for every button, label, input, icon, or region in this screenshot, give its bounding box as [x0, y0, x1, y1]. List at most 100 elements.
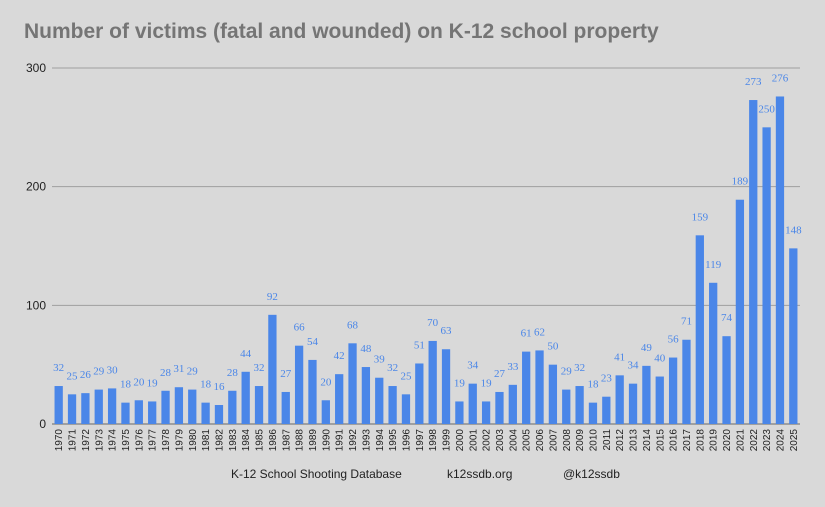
bar-2017	[682, 339, 691, 424]
data-label-1987: 27	[280, 368, 292, 380]
x-tick-label: 1996	[401, 429, 412, 452]
data-label-2019: 119	[705, 259, 722, 271]
y-tick-label: 0	[39, 417, 46, 431]
data-label-2003: 27	[494, 368, 506, 380]
bar-2022	[749, 100, 758, 424]
x-tick-label: 1985	[255, 429, 266, 452]
x-tick-label: 2006	[535, 429, 546, 452]
x-tick-label: 2012	[615, 429, 626, 452]
footer-source-text: K-12 School Shooting Database	[231, 467, 402, 481]
data-label-2010: 18	[587, 379, 599, 391]
x-tick-label: 2008	[562, 429, 573, 452]
bar-1987	[281, 391, 290, 424]
data-label-2013: 34	[628, 360, 640, 372]
x-tick-label: 2011	[602, 429, 613, 451]
x-tick-label: 1997	[415, 429, 426, 452]
footer-site-text: k12ssdb.org	[447, 467, 513, 481]
bar-2013	[628, 383, 638, 424]
x-tick-label: 2018	[695, 429, 706, 452]
bar-2014	[642, 365, 651, 424]
data-label-1980: 29	[187, 366, 199, 378]
x-tick-label: 1990	[321, 429, 332, 452]
data-label-1976: 20	[133, 376, 145, 388]
x-tick-label: 1983	[228, 429, 239, 452]
x-tick-label: 2005	[522, 429, 533, 452]
bar-1982	[214, 405, 224, 424]
x-tick-label: 2014	[642, 429, 653, 452]
data-label-2021: 189	[732, 176, 749, 188]
bar-2019	[709, 282, 718, 424]
data-label-2009: 32	[574, 362, 585, 374]
data-label-2018: 159	[692, 211, 709, 223]
y-tick-label: 300	[26, 61, 46, 75]
x-tick-label: 2010	[588, 429, 599, 452]
bar-1996	[401, 394, 411, 424]
bar-2008	[562, 389, 571, 424]
x-tick-label: 1978	[161, 429, 172, 452]
x-tick-label: 1984	[241, 429, 252, 452]
x-tick-label: 1973	[94, 429, 105, 452]
x-tick-label: 2016	[669, 429, 680, 452]
x-tick-label: 1989	[308, 429, 319, 452]
data-label-2007: 50	[547, 341, 559, 353]
data-label-1989: 54	[307, 336, 319, 348]
x-tick-label: 2021	[735, 429, 746, 452]
x-tick-label: 2007	[548, 429, 559, 452]
x-tick-label: 1970	[54, 429, 65, 452]
data-label-1985: 32	[254, 362, 265, 374]
x-tick-label: 1975	[121, 429, 132, 452]
bar-1986	[268, 314, 277, 424]
data-label-1977: 19	[147, 377, 159, 389]
bar-1999	[441, 349, 451, 424]
bar-2024	[775, 96, 785, 424]
footer-handle-text: @k12ssdb	[563, 467, 620, 481]
x-tick-label: 1998	[428, 429, 439, 452]
bar-1970	[54, 386, 63, 424]
data-label-1972: 26	[80, 369, 92, 381]
data-label-2006: 62	[534, 326, 545, 338]
bar-1990	[321, 400, 330, 424]
data-label-1996: 25	[400, 370, 412, 382]
data-label-1971: 25	[67, 370, 79, 382]
x-tick-label: 1980	[188, 429, 199, 452]
data-label-2014: 49	[641, 342, 653, 354]
data-label-2001: 34	[467, 360, 479, 372]
y-axis-tick-labels: 0 100 200 300	[26, 61, 46, 431]
data-label-1973: 29	[93, 366, 105, 378]
x-tick-label: 2002	[482, 429, 493, 452]
bar-1971	[67, 394, 77, 424]
x-tick-label: 2013	[629, 429, 640, 452]
bar-1991	[335, 374, 344, 424]
x-tick-label: 2022	[749, 429, 760, 452]
bar-2021	[735, 199, 745, 424]
bar-2004	[508, 384, 517, 424]
bar-2020	[722, 336, 731, 424]
bar-2005	[522, 351, 531, 424]
x-tick-label: 2000	[455, 429, 466, 452]
bar-1977	[148, 401, 157, 424]
data-label-2025: 148	[785, 224, 802, 236]
x-tick-label: 2017	[682, 429, 693, 452]
x-tick-label: 2020	[722, 429, 733, 452]
data-label-2024: 276	[772, 72, 789, 84]
x-tick-label: 2009	[575, 429, 586, 452]
data-label-2004: 33	[507, 361, 519, 373]
bar-2018	[695, 235, 704, 424]
data-label-1970: 32	[53, 362, 64, 374]
data-label-2015: 40	[654, 353, 666, 365]
bars	[54, 96, 798, 424]
x-tick-label: 1987	[281, 429, 292, 452]
bar-2023	[762, 127, 771, 424]
bar-1983	[228, 390, 237, 424]
x-tick-label: 2019	[709, 429, 720, 452]
x-tick-label: 1993	[361, 429, 372, 452]
data-label-1978: 28	[160, 367, 172, 379]
bar-1989	[308, 359, 317, 424]
bar-1979	[174, 387, 184, 424]
data-label-2020: 74	[721, 312, 733, 324]
x-tick-label: 1981	[201, 429, 212, 452]
chart-title: Number of victims (fatal and wounded) on…	[24, 20, 659, 43]
x-tick-label: 1982	[214, 429, 225, 452]
data-label-1992: 68	[347, 319, 359, 331]
